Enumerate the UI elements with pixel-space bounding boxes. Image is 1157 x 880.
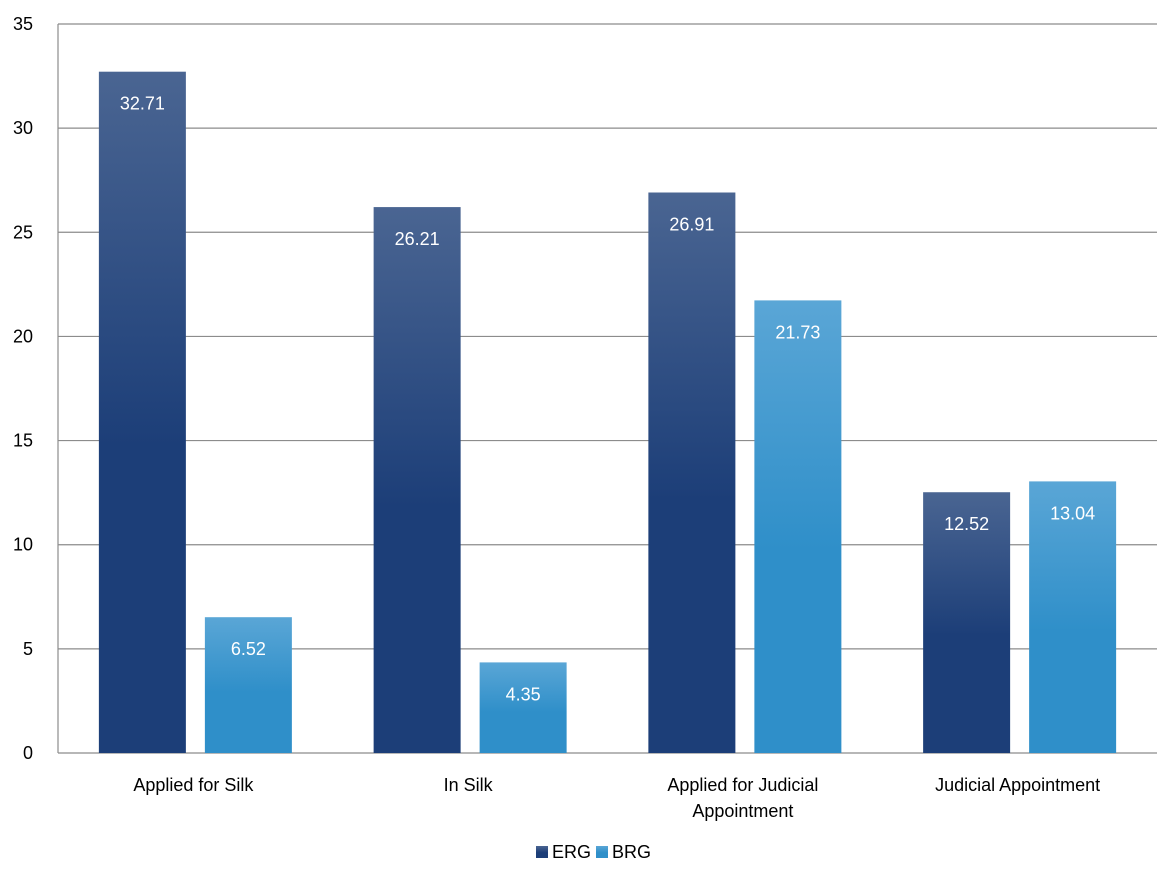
bar-brg-1: [479, 662, 567, 753]
legend: ERG BRG: [536, 842, 651, 862]
y-tick-label: 35: [13, 14, 33, 34]
bar-brg-2: [754, 300, 842, 753]
bar-brg-3: [1029, 481, 1117, 753]
bar-brg-0: [204, 617, 292, 753]
y-tick-label: 30: [13, 118, 33, 138]
bar-erg-3: [923, 492, 1011, 753]
y-tick-label: 25: [13, 222, 33, 242]
y-tick-label: 20: [13, 326, 33, 346]
bars: [98, 71, 1117, 754]
x-tick-label: Appointment: [692, 801, 793, 821]
data-label: 4.35: [506, 684, 541, 704]
legend-label-erg: ERG: [552, 842, 591, 862]
x-axis: Applied for Silk In Silk Applied for Judic…: [133, 775, 1100, 821]
y-axis: 0 5 10 15 20 25 30 35: [13, 14, 33, 763]
data-label: 12.52: [944, 514, 989, 534]
x-tick-label: Judicial Appointment: [935, 775, 1100, 795]
y-tick-label: 10: [13, 535, 33, 555]
data-label: 6.52: [231, 639, 266, 659]
y-tick-label: 15: [13, 431, 33, 451]
data-label: 21.73: [775, 322, 820, 342]
x-tick-label: Applied for Judicial: [667, 775, 818, 795]
legend-swatch-erg: [536, 846, 548, 858]
data-label: 26.91: [669, 215, 714, 235]
bar-erg-0: [98, 71, 186, 753]
bar-erg-1: [373, 207, 461, 754]
data-label: 13.04: [1050, 503, 1095, 523]
data-labels: 32.71 6.52 26.21 4.35 26.91 21.73 12.52 13.04: [120, 94, 1095, 705]
data-label: 32.71: [120, 94, 165, 114]
y-tick-label: 0: [23, 743, 33, 763]
data-label: 26.21: [395, 229, 440, 249]
legend-label-brg: BRG: [612, 842, 651, 862]
x-tick-label: Applied for Silk: [133, 775, 254, 795]
x-tick-label: In Silk: [444, 775, 494, 795]
legend-swatch-brg: [596, 846, 608, 858]
bar-erg-2: [648, 192, 736, 753]
y-tick-label: 5: [23, 639, 33, 659]
